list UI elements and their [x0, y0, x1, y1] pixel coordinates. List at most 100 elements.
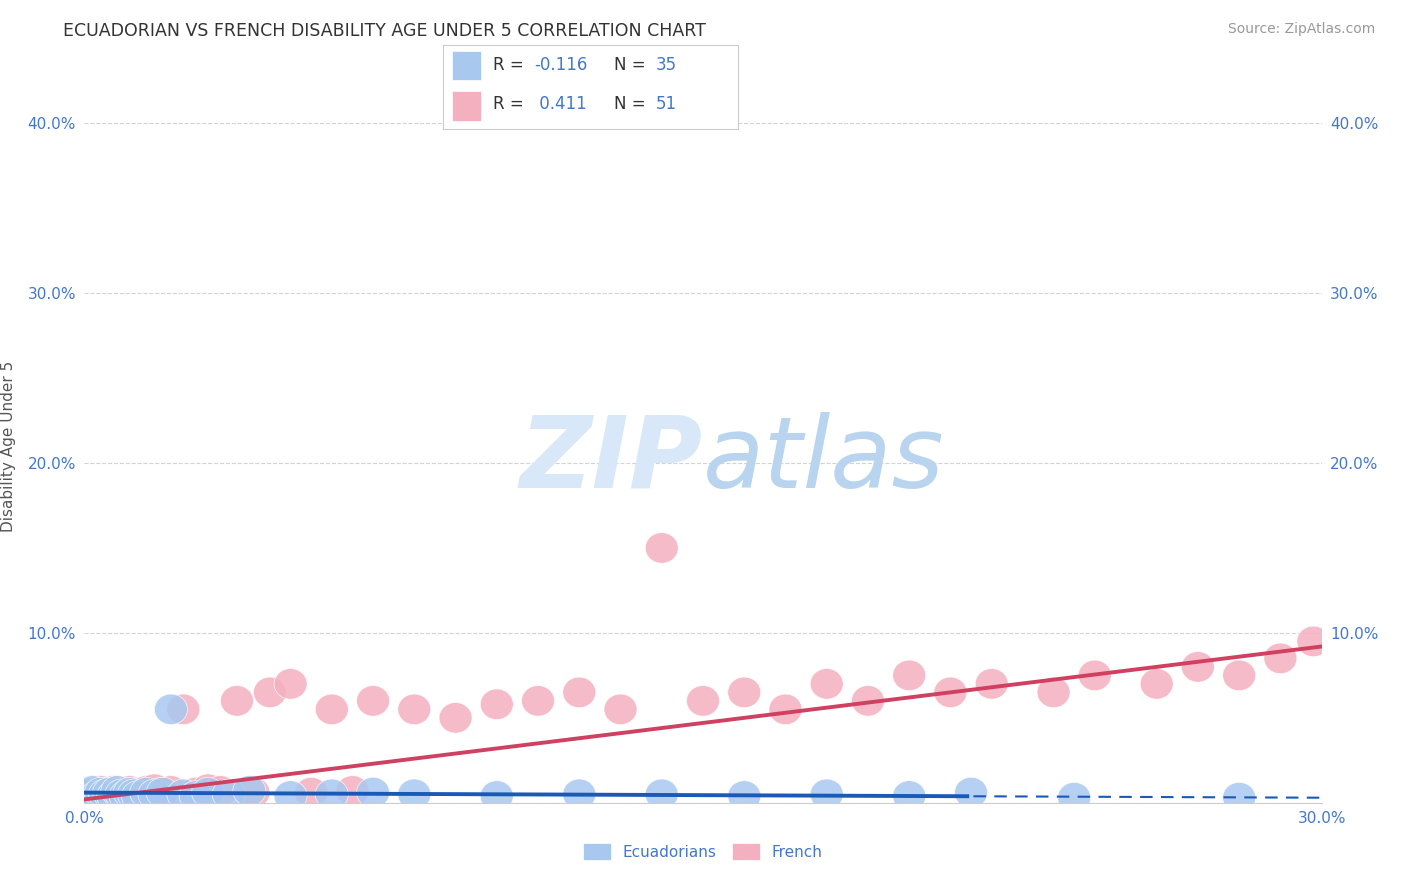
Ellipse shape — [110, 780, 142, 812]
Ellipse shape — [121, 777, 155, 808]
Ellipse shape — [179, 777, 212, 808]
Ellipse shape — [481, 780, 513, 812]
Ellipse shape — [155, 776, 187, 806]
Ellipse shape — [84, 776, 117, 806]
Ellipse shape — [810, 669, 844, 699]
Ellipse shape — [80, 780, 114, 812]
Ellipse shape — [439, 703, 472, 733]
Ellipse shape — [121, 780, 155, 812]
Ellipse shape — [105, 777, 138, 808]
Ellipse shape — [233, 776, 266, 806]
Ellipse shape — [101, 779, 134, 810]
Ellipse shape — [89, 779, 121, 810]
Ellipse shape — [138, 779, 172, 810]
Ellipse shape — [80, 780, 114, 812]
Ellipse shape — [72, 779, 105, 810]
Ellipse shape — [1223, 782, 1256, 813]
Ellipse shape — [110, 780, 142, 812]
Ellipse shape — [1223, 660, 1256, 690]
Ellipse shape — [97, 780, 129, 812]
FancyBboxPatch shape — [451, 51, 481, 80]
Ellipse shape — [105, 779, 138, 810]
Ellipse shape — [728, 780, 761, 812]
Ellipse shape — [398, 779, 430, 810]
Ellipse shape — [76, 776, 110, 806]
Ellipse shape — [114, 776, 146, 806]
Ellipse shape — [93, 777, 125, 808]
Ellipse shape — [212, 779, 245, 810]
Ellipse shape — [522, 686, 554, 716]
Ellipse shape — [155, 694, 187, 724]
Ellipse shape — [1057, 782, 1091, 813]
Ellipse shape — [274, 780, 307, 812]
Ellipse shape — [1264, 643, 1296, 673]
Ellipse shape — [686, 686, 720, 716]
Ellipse shape — [274, 669, 307, 699]
Ellipse shape — [562, 677, 596, 707]
Ellipse shape — [117, 779, 150, 810]
Ellipse shape — [852, 686, 884, 716]
Text: Source: ZipAtlas.com: Source: ZipAtlas.com — [1227, 22, 1375, 37]
Ellipse shape — [76, 777, 110, 808]
Ellipse shape — [204, 776, 238, 806]
Ellipse shape — [1078, 660, 1111, 690]
Ellipse shape — [89, 779, 121, 810]
Ellipse shape — [84, 777, 117, 808]
Ellipse shape — [1296, 626, 1330, 657]
Text: 51: 51 — [655, 95, 676, 113]
Ellipse shape — [605, 694, 637, 724]
Ellipse shape — [769, 694, 801, 724]
Ellipse shape — [645, 779, 678, 810]
Ellipse shape — [101, 776, 134, 806]
FancyBboxPatch shape — [451, 91, 481, 120]
Ellipse shape — [810, 779, 844, 810]
Text: N =: N = — [614, 95, 651, 113]
Ellipse shape — [1038, 677, 1070, 707]
Ellipse shape — [357, 686, 389, 716]
Text: ECUADORIAN VS FRENCH DISABILITY AGE UNDER 5 CORRELATION CHART: ECUADORIAN VS FRENCH DISABILITY AGE UNDE… — [63, 22, 706, 40]
Y-axis label: Disability Age Under 5: Disability Age Under 5 — [1, 360, 17, 532]
Ellipse shape — [336, 776, 368, 806]
Ellipse shape — [645, 533, 678, 563]
Ellipse shape — [97, 776, 129, 806]
Ellipse shape — [893, 660, 925, 690]
Ellipse shape — [72, 779, 105, 810]
Ellipse shape — [93, 777, 125, 808]
Ellipse shape — [146, 777, 179, 808]
Ellipse shape — [357, 777, 389, 808]
Ellipse shape — [191, 774, 225, 805]
Ellipse shape — [167, 779, 200, 810]
Ellipse shape — [129, 777, 163, 808]
Ellipse shape — [129, 776, 163, 806]
Ellipse shape — [138, 774, 172, 805]
Text: 0.411: 0.411 — [534, 95, 588, 113]
Text: atlas: atlas — [703, 412, 945, 508]
Text: 35: 35 — [655, 56, 676, 74]
Ellipse shape — [167, 694, 200, 724]
Ellipse shape — [955, 777, 987, 808]
Legend: Ecuadorians, French: Ecuadorians, French — [576, 837, 830, 866]
Ellipse shape — [562, 779, 596, 810]
Ellipse shape — [728, 677, 761, 707]
Ellipse shape — [481, 689, 513, 720]
Ellipse shape — [238, 777, 270, 808]
Ellipse shape — [893, 780, 925, 812]
Ellipse shape — [315, 779, 349, 810]
Ellipse shape — [117, 779, 150, 810]
Ellipse shape — [179, 780, 212, 812]
Ellipse shape — [191, 777, 225, 808]
Ellipse shape — [1181, 651, 1215, 682]
Ellipse shape — [1140, 669, 1173, 699]
Ellipse shape — [253, 677, 287, 707]
Text: R =: R = — [494, 56, 529, 74]
Text: N =: N = — [614, 56, 651, 74]
Text: ZIP: ZIP — [520, 412, 703, 508]
Ellipse shape — [398, 694, 430, 724]
Ellipse shape — [146, 777, 179, 808]
Text: R =: R = — [494, 95, 529, 113]
Ellipse shape — [221, 686, 253, 716]
Ellipse shape — [976, 669, 1008, 699]
Ellipse shape — [114, 777, 146, 808]
Ellipse shape — [934, 677, 967, 707]
Ellipse shape — [315, 694, 349, 724]
